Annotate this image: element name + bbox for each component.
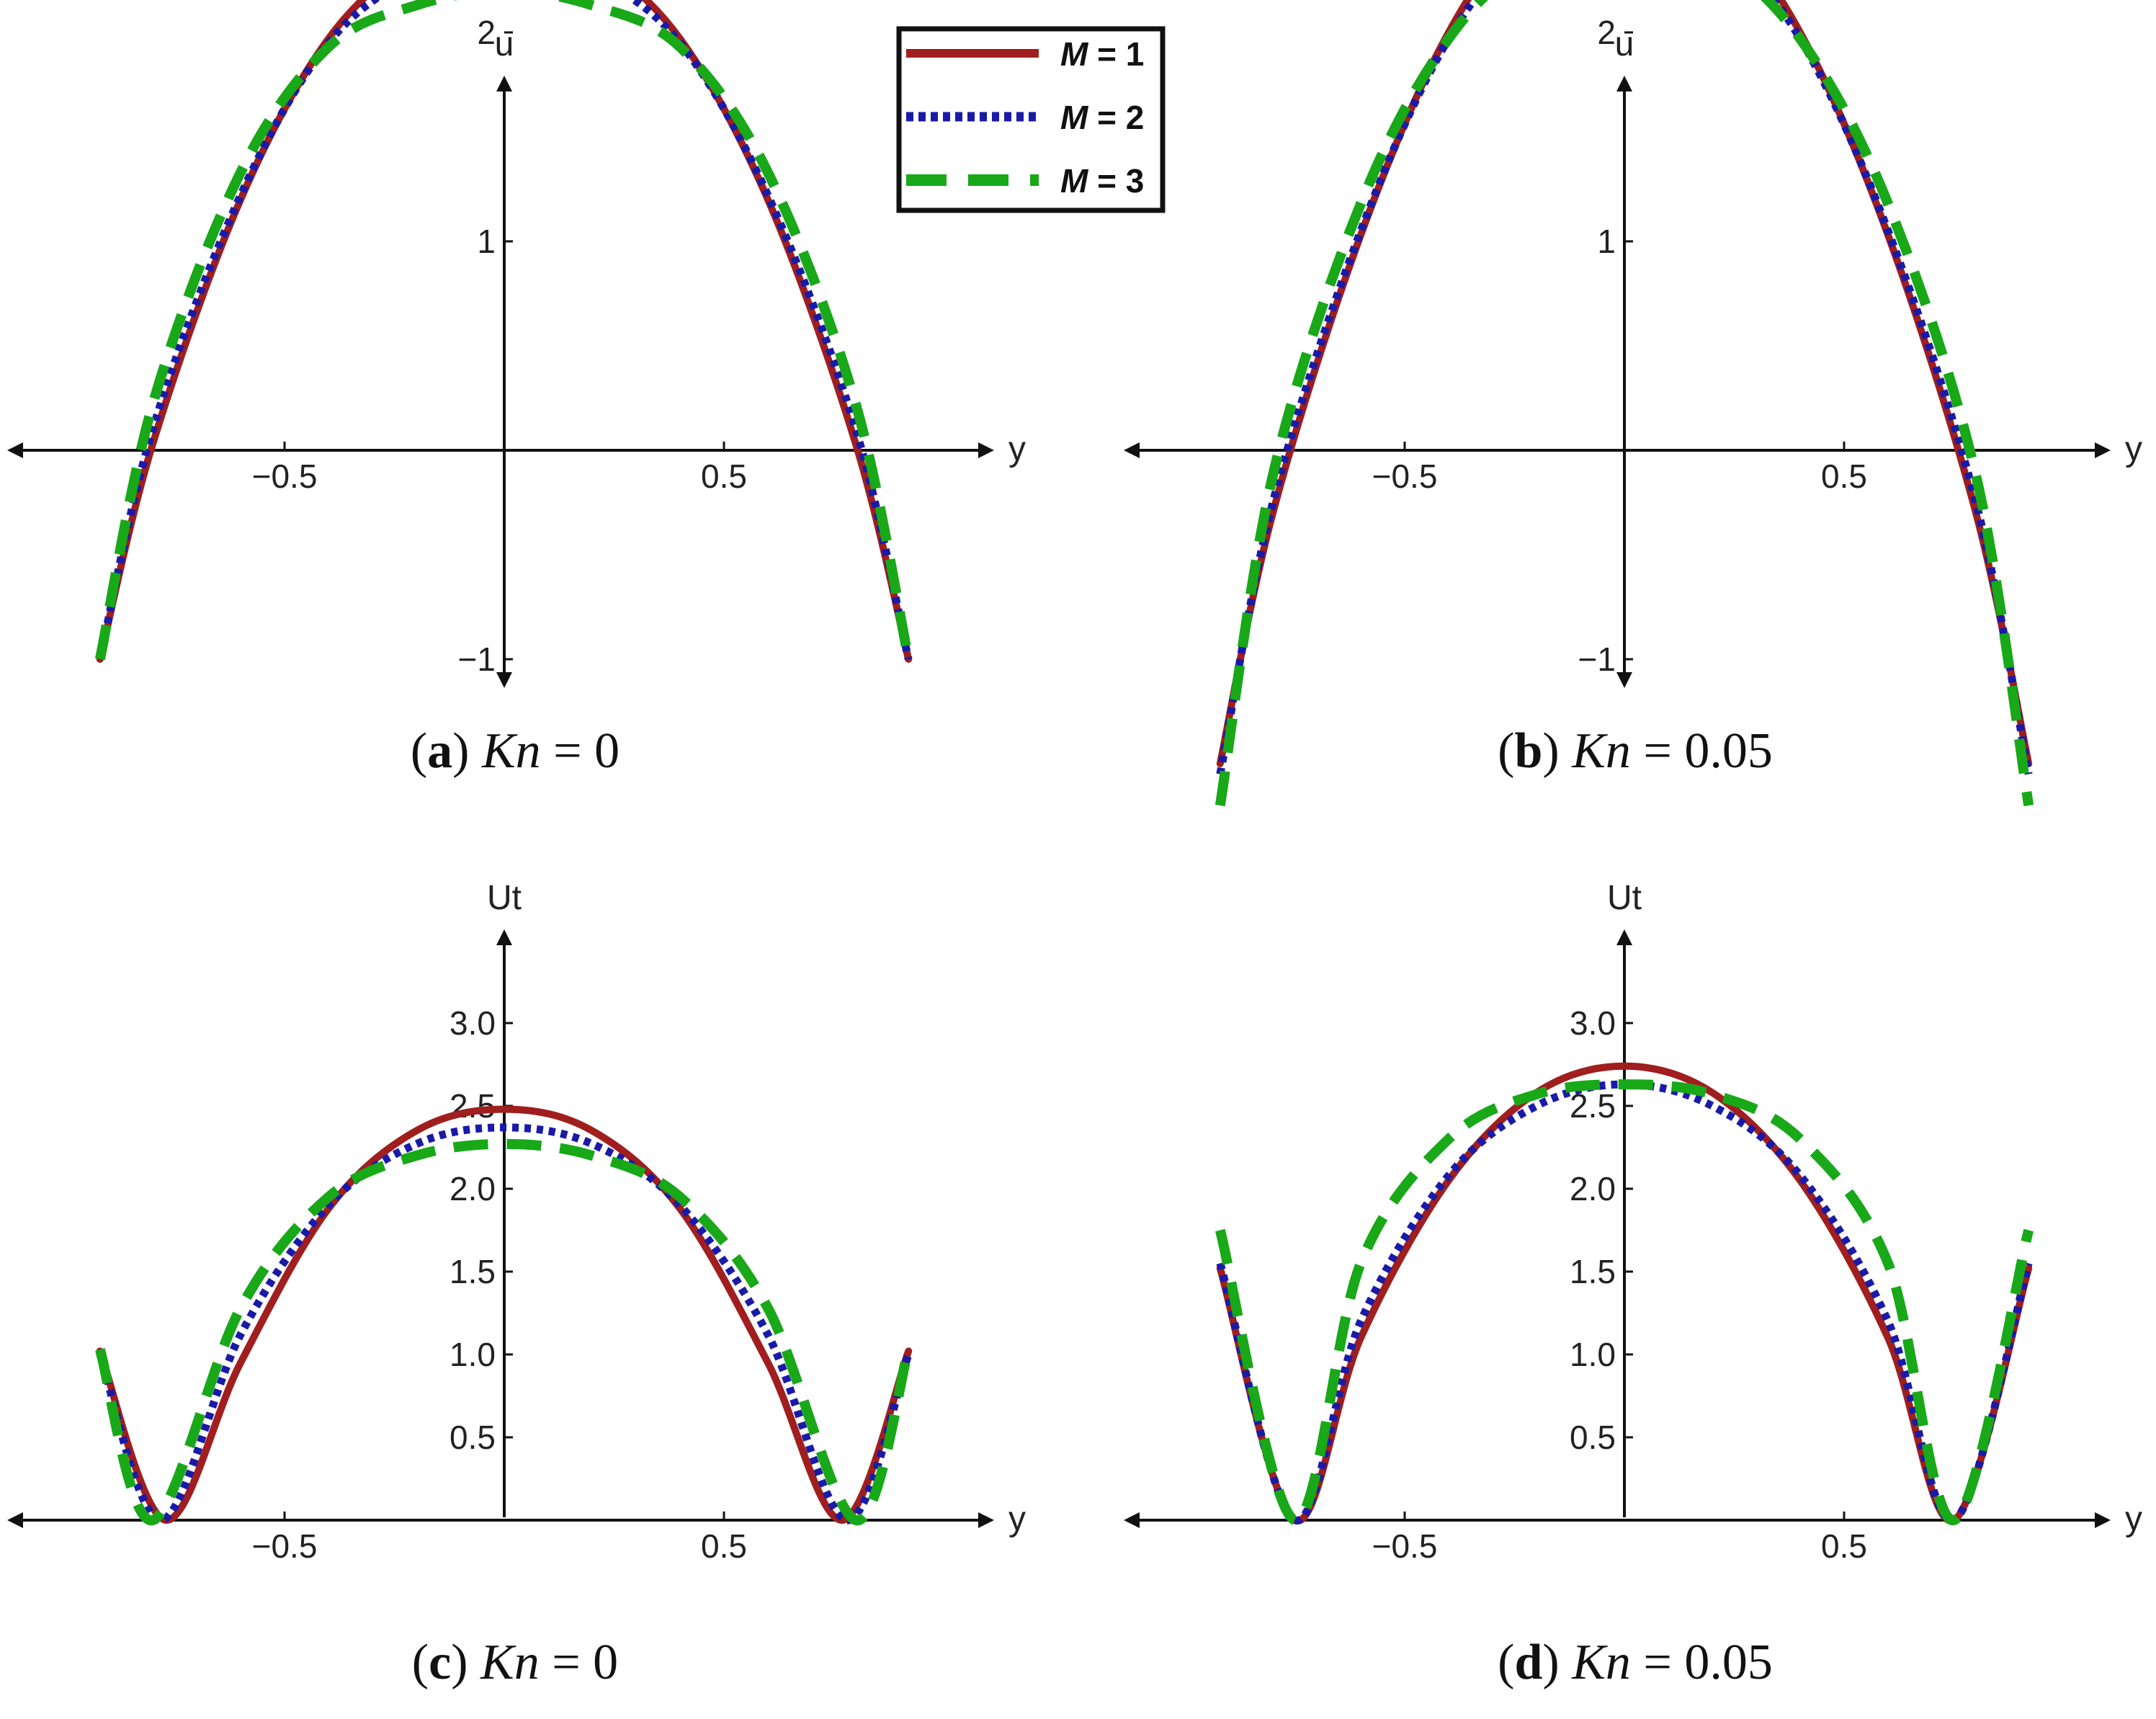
y-tick-label: 2.0 <box>1570 1170 1616 1207</box>
x-tick-label: −0.5 <box>252 457 318 495</box>
y-axis-arrow-down <box>496 672 512 688</box>
x-tick-label: 0.5 <box>1821 457 1867 495</box>
x-tick-label: −0.5 <box>1372 1527 1438 1565</box>
panel-caption: (a) Kn = 0 <box>411 723 619 779</box>
y-tick-label: 2 <box>1597 14 1616 51</box>
y-axis-label: u <box>1615 25 1634 63</box>
legend-label-m1: M = 1 <box>1060 35 1144 73</box>
x-axis-arrow-left <box>1124 1512 1140 1528</box>
x-tick-label: 0.5 <box>701 1527 747 1565</box>
y-tick-label: 1 <box>1597 223 1616 260</box>
panel-b: yu−0.50.5123−1(b) Kn = 0.05 <box>1124 0 2142 807</box>
y-tick-label: 2.5 <box>449 1087 496 1125</box>
y-axis-arrow <box>496 76 512 91</box>
series-line-m3 <box>1215 0 2034 807</box>
x-axis-arrow-left <box>7 442 23 458</box>
y-tick-label: −1 <box>458 640 496 678</box>
y-axis-label: Ut <box>487 879 522 917</box>
y-tick-label: 1 <box>477 223 496 260</box>
y-tick-label: 0.5 <box>1570 1419 1616 1456</box>
series-line-m2 <box>96 1123 913 1524</box>
y-axis-arrow <box>496 929 512 945</box>
x-axis-label: y <box>1008 1500 1026 1538</box>
panel-caption: (d) Kn = 0.05 <box>1498 1635 1773 1690</box>
legend-label-m3: M = 3 <box>1060 162 1144 200</box>
panel-c: y Ut −0.5 0.5 0.5 1.0 1.5 2.0 2.5 3.0 (c) Kn = 0 <box>7 879 1026 1690</box>
x-axis-label: y <box>2125 430 2142 468</box>
x-axis-arrow-left <box>7 1512 23 1528</box>
x-axis-label: y <box>1008 430 1026 468</box>
y-tick-label: 1.5 <box>1570 1253 1616 1290</box>
panel-d: yUt−0.5 0.50.51.01.52.02.53.0(d) Kn = 0.0… <box>1124 879 2142 1690</box>
x-axis-arrow-left <box>1124 442 1140 458</box>
y-tick-label: 0.5 <box>449 1419 496 1456</box>
y-tick-label: 2 <box>477 14 496 51</box>
legend: M = 1 M = 2 M = 3 <box>896 26 1166 213</box>
y-axis-arrow-down <box>1616 672 1632 688</box>
y-axis-label: u <box>495 25 514 63</box>
y-tick-label: 1.5 <box>449 1253 496 1290</box>
panel-caption: (c) Kn = 0 <box>412 1635 618 1690</box>
series-line-m2 <box>96 0 913 661</box>
x-tick-label: 0.5 <box>701 457 747 495</box>
x-tick-label: −0.5 <box>1372 457 1438 495</box>
y-tick-label: 1.0 <box>449 1336 496 1373</box>
x-axis-label: y <box>2125 1500 2142 1538</box>
series-line-m1 <box>96 0 913 663</box>
x-axis-arrow <box>978 442 994 458</box>
panel-caption: (b) Kn = 0.05 <box>1498 723 1773 779</box>
x-tick-label: 0.5 <box>1821 1527 1867 1565</box>
legend-label-m2: M = 2 <box>1060 99 1144 136</box>
series-line-m1 <box>96 1105 913 1524</box>
x-axis-arrow <box>978 1512 994 1528</box>
series-line-m3 <box>1215 1079 2034 1525</box>
panel-a: yu−0.50.5123−1(a) Kn = 0 <box>7 0 1026 779</box>
y-tick-label: −1 <box>1578 640 1616 678</box>
y-axis-arrow <box>1616 76 1632 91</box>
y-tick-label: 1.0 <box>1570 1336 1616 1373</box>
x-axis-arrow <box>2095 442 2111 458</box>
y-axis-arrow <box>1616 929 1632 945</box>
x-tick-label: −0.5 <box>252 1527 318 1565</box>
x-axis-arrow <box>2095 1512 2111 1528</box>
y-tick-label: 3.0 <box>1570 1004 1616 1042</box>
y-tick-label: 2.0 <box>449 1170 496 1207</box>
y-axis-label: Ut <box>1607 879 1642 917</box>
y-tick-label: 3.0 <box>449 1004 496 1042</box>
series-line-m3 <box>94 0 914 661</box>
